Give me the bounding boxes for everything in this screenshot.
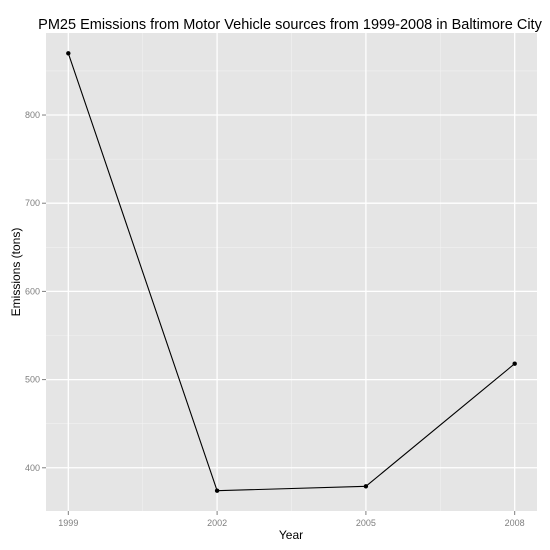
y-tick-label: 800 [25,110,40,120]
major-gridlines [46,33,537,511]
y-tick-label: 600 [25,286,40,296]
data-point [66,51,71,56]
minor-gridlines [46,33,537,511]
x-axis-tick-labels: 1999 2002 2005 2008 [58,518,524,528]
data-point [512,361,517,366]
data-point [214,488,220,493]
y-axis-tick-labels: 400 500 600 700 800 [25,110,40,473]
x-tick-label: 1999 [58,518,78,528]
x-axis-title: Year [279,528,303,542]
x-tick-label: 2005 [356,518,376,528]
data-series [66,51,517,493]
data-point [363,484,369,489]
chart-title: PM25 Emissions from Motor Vehicle source… [38,17,542,33]
series-line [67,53,516,492]
axis-ticks [42,114,516,515]
x-tick-label: 2008 [505,518,525,528]
y-tick-label: 500 [25,375,40,385]
y-axis-title: Emissions (tons) [9,228,23,317]
y-tick-label: 400 [25,463,40,473]
x-tick-label: 2002 [207,518,227,528]
y-tick-label: 700 [25,198,40,208]
